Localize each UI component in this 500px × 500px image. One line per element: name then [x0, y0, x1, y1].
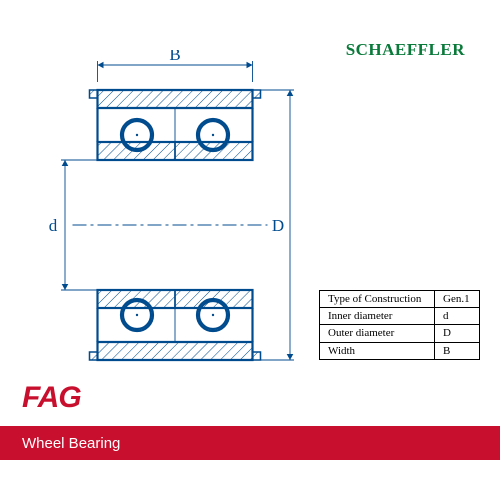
spec-row: Type of ConstructionGen.1 [320, 290, 480, 307]
spec-row: Inner diameterd [320, 308, 480, 325]
fag-brand: FAG [22, 381, 81, 415]
footer-label: Wheel Bearing [22, 435, 120, 452]
spec-label: Type of Construction [320, 290, 435, 307]
spec-value: Gen.1 [435, 290, 480, 307]
spec-row: Outer diameterD [320, 325, 480, 342]
schaeffler-brand: SCHAEFFLER [346, 40, 465, 60]
footer-bar: Wheel Bearing [0, 426, 500, 460]
bearing-cross-section-diagram: Bd D [25, 50, 300, 370]
spec-value: d [435, 308, 480, 325]
svg-text:B: B [169, 50, 180, 64]
spec-table: Type of ConstructionGen.1Inner diameterd… [319, 290, 480, 360]
svg-text:D: D [272, 216, 284, 235]
spec-value: D [435, 325, 480, 342]
svg-text:d: d [49, 216, 58, 235]
spec-label: Width [320, 342, 435, 359]
spec-label: Outer diameter [320, 325, 435, 342]
spec-value: B [435, 342, 480, 359]
spec-label: Inner diameter [320, 308, 435, 325]
page-container: SCHAEFFLER BdD Type of ConstructionGen.1… [0, 0, 500, 500]
spec-row: WidthB [320, 342, 480, 359]
